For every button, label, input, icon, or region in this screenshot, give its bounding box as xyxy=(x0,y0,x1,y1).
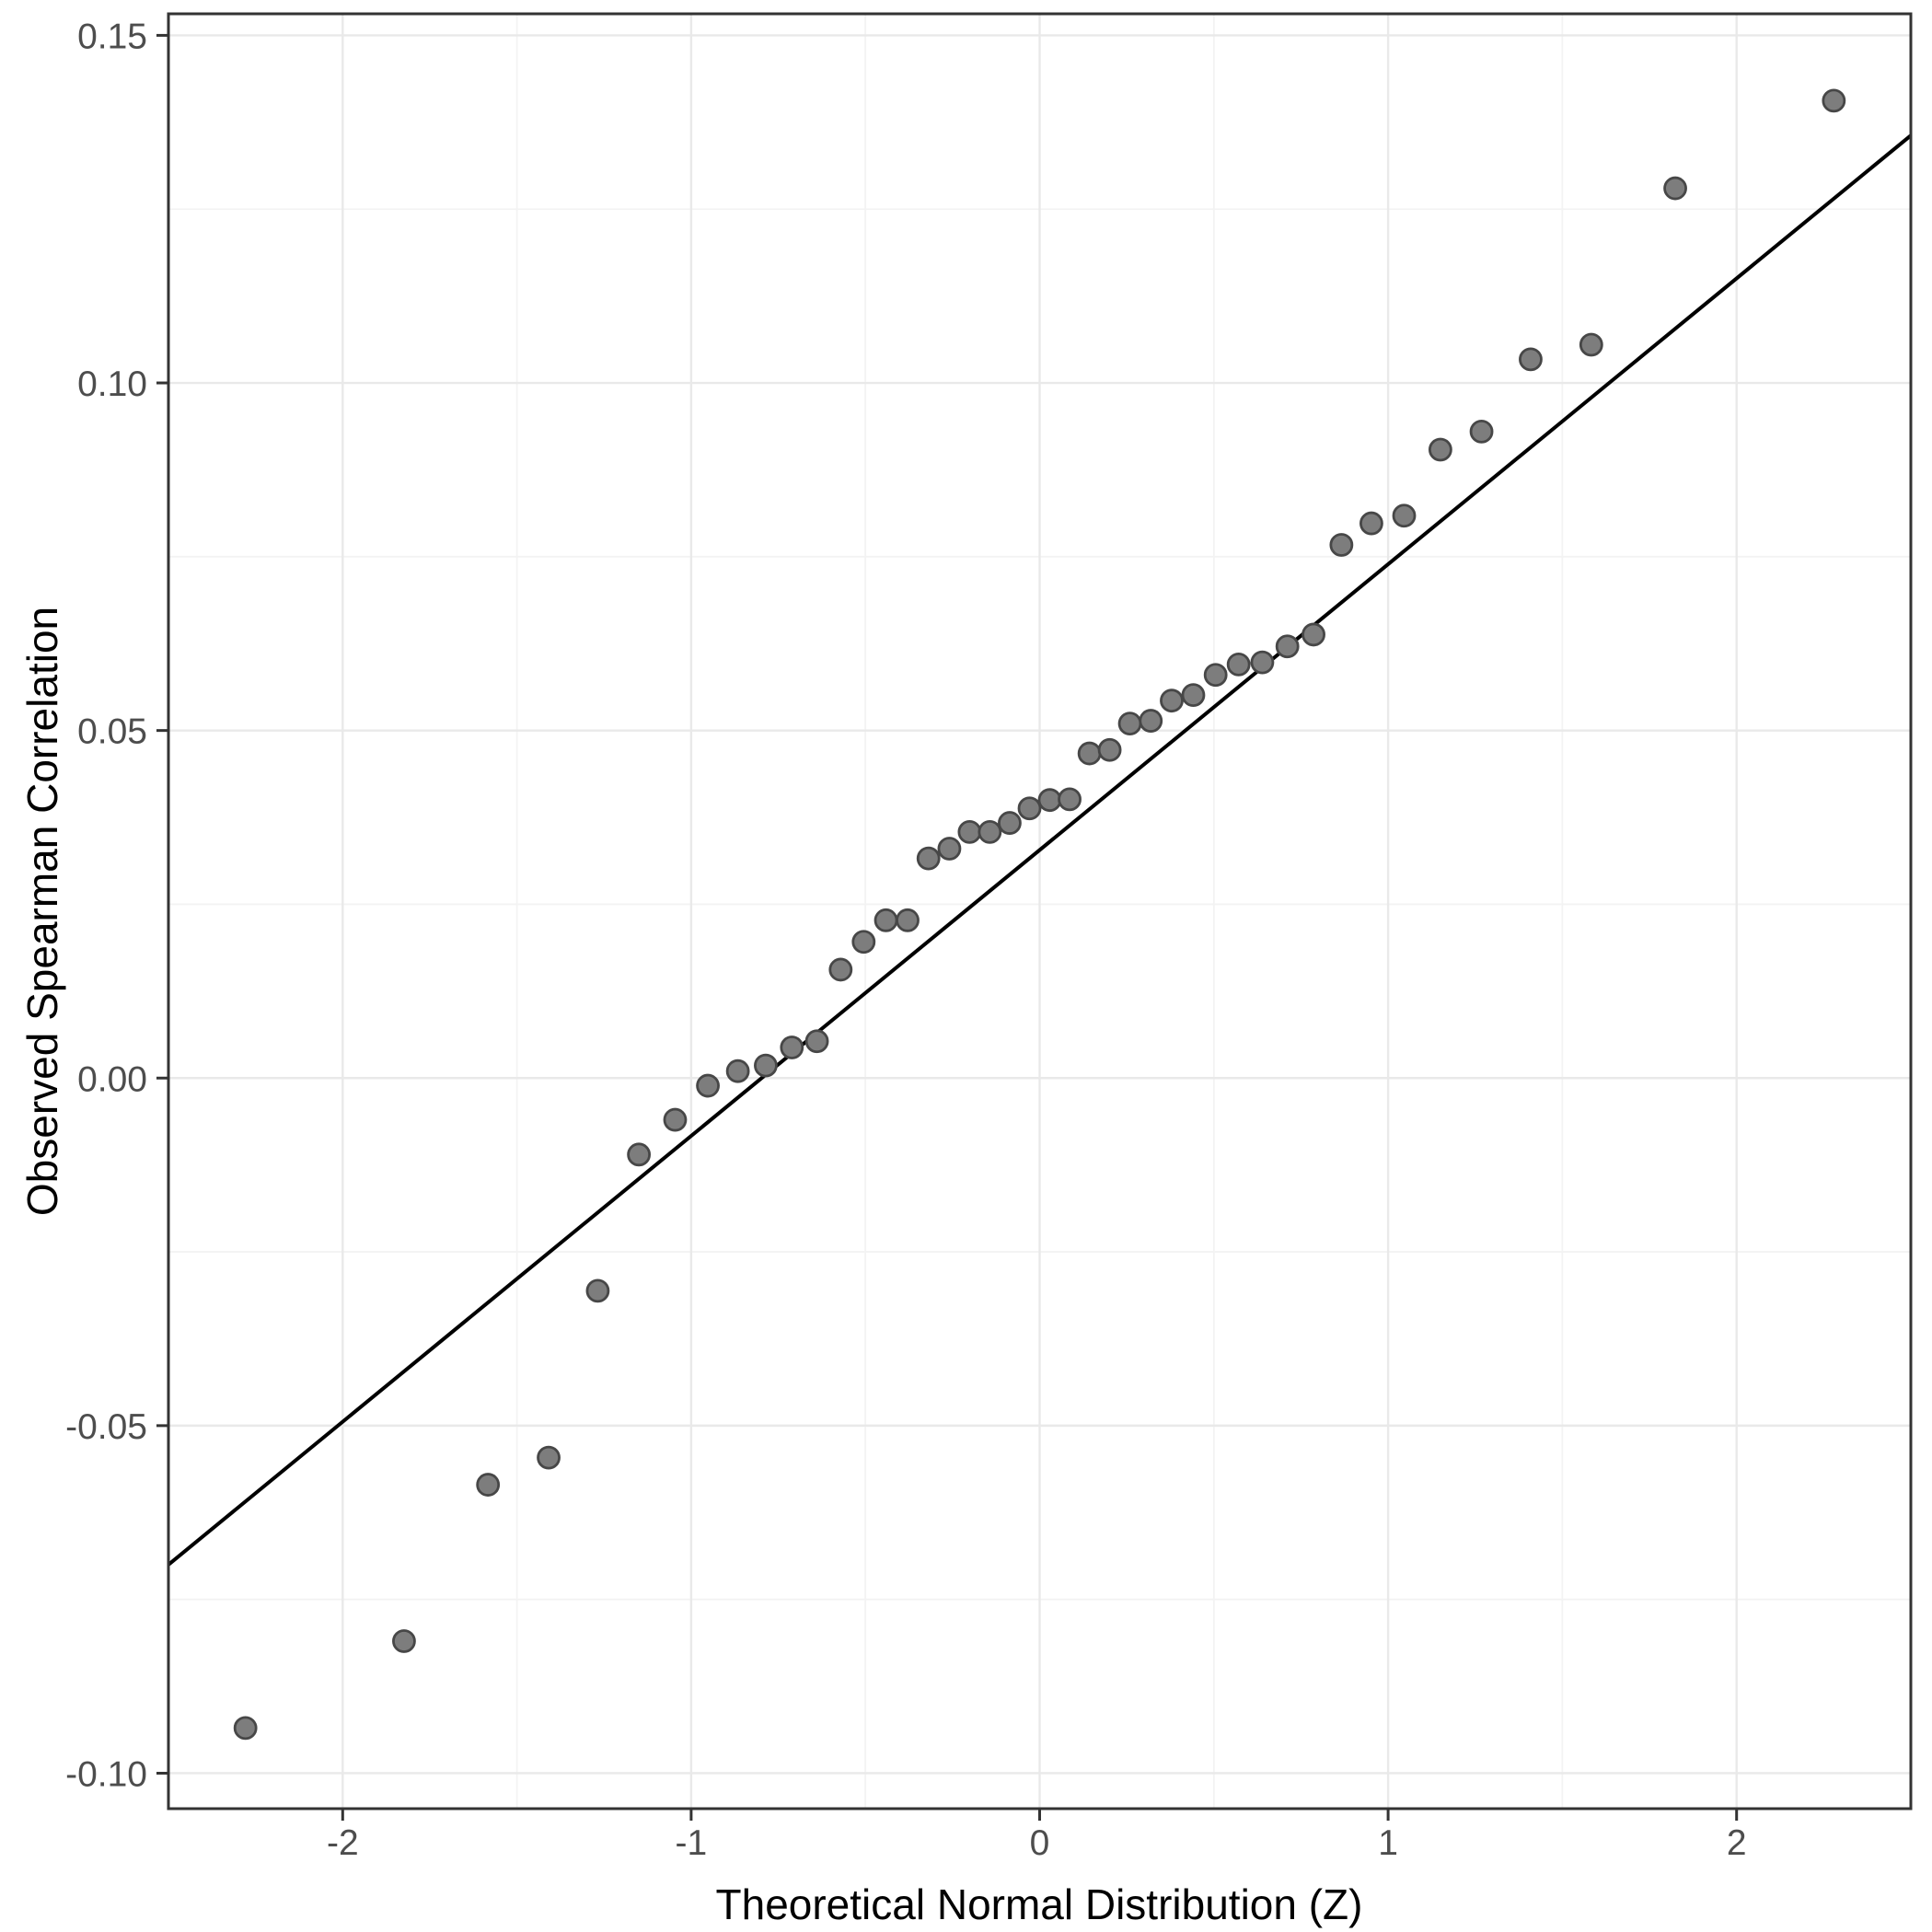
data-point xyxy=(851,930,876,954)
data-point xyxy=(1519,347,1543,372)
x-tick-label: -2 xyxy=(327,1823,359,1863)
data-point xyxy=(1301,622,1325,647)
data-point xyxy=(1203,663,1228,688)
data-point xyxy=(476,1473,501,1497)
gridlines-major xyxy=(168,14,1911,1809)
x-tick-label: 0 xyxy=(1030,1823,1050,1863)
data-point xyxy=(1181,683,1206,708)
data-point xyxy=(1139,709,1163,733)
y-tick-label: 0.15 xyxy=(77,17,147,56)
data-point xyxy=(937,837,962,861)
data-point xyxy=(1469,419,1494,444)
data-point xyxy=(627,1142,652,1167)
data-point xyxy=(1250,650,1275,675)
data-point xyxy=(1663,176,1687,201)
y-tick-label: 0.00 xyxy=(77,1059,147,1099)
y-tick-label: 0.10 xyxy=(77,364,147,404)
data-point xyxy=(896,908,920,932)
data-point xyxy=(828,957,853,982)
data-point xyxy=(1160,688,1184,713)
y-axis-tick-labels: -0.10 -0.05 0.00 0.05 0.10 0.15 xyxy=(65,17,147,1794)
data-point xyxy=(804,1029,829,1054)
x-axis-title: Theoretical Normal Distribution (Z) xyxy=(716,1880,1363,1928)
data-point xyxy=(696,1073,720,1098)
data-points xyxy=(233,88,1846,1741)
data-point xyxy=(780,1035,804,1059)
data-point xyxy=(754,1053,778,1078)
y-tick-label: 0.05 xyxy=(77,712,147,752)
y-tick-label: -0.05 xyxy=(65,1407,147,1447)
data-point xyxy=(1428,437,1452,462)
data-point xyxy=(233,1716,258,1741)
data-point xyxy=(873,908,898,932)
y-tick-label: -0.10 xyxy=(65,1754,147,1794)
data-point xyxy=(1392,503,1417,528)
data-point xyxy=(916,846,941,871)
x-tick-label: 2 xyxy=(1727,1823,1747,1863)
data-point xyxy=(957,820,982,844)
data-point xyxy=(392,1629,416,1653)
x-axis-tick-labels: -2 -1 0 1 2 xyxy=(327,1823,1747,1863)
x-tick-label: 1 xyxy=(1378,1823,1398,1863)
data-point xyxy=(1579,332,1603,357)
data-point xyxy=(1226,652,1251,677)
data-point xyxy=(585,1278,610,1303)
y-axis-title: Observed Spearman Correlation xyxy=(18,607,66,1216)
data-point xyxy=(1117,711,1142,735)
data-point xyxy=(1329,533,1354,557)
data-point xyxy=(1077,741,1102,766)
data-point xyxy=(1822,88,1846,113)
data-point xyxy=(998,811,1022,835)
axis-tick-marks xyxy=(156,33,1739,1821)
qq-reference-line-group xyxy=(167,133,1913,1567)
data-point xyxy=(1058,787,1082,812)
data-point xyxy=(1017,796,1042,821)
data-point xyxy=(725,1059,750,1083)
qq-reference-line xyxy=(167,133,1913,1567)
x-tick-label: -1 xyxy=(676,1823,708,1863)
data-point xyxy=(1359,511,1383,536)
data-point xyxy=(663,1107,688,1132)
data-point xyxy=(1037,788,1062,813)
data-point xyxy=(1097,737,1122,762)
data-point xyxy=(1275,634,1300,659)
data-point xyxy=(978,820,1002,844)
data-point xyxy=(537,1445,561,1470)
